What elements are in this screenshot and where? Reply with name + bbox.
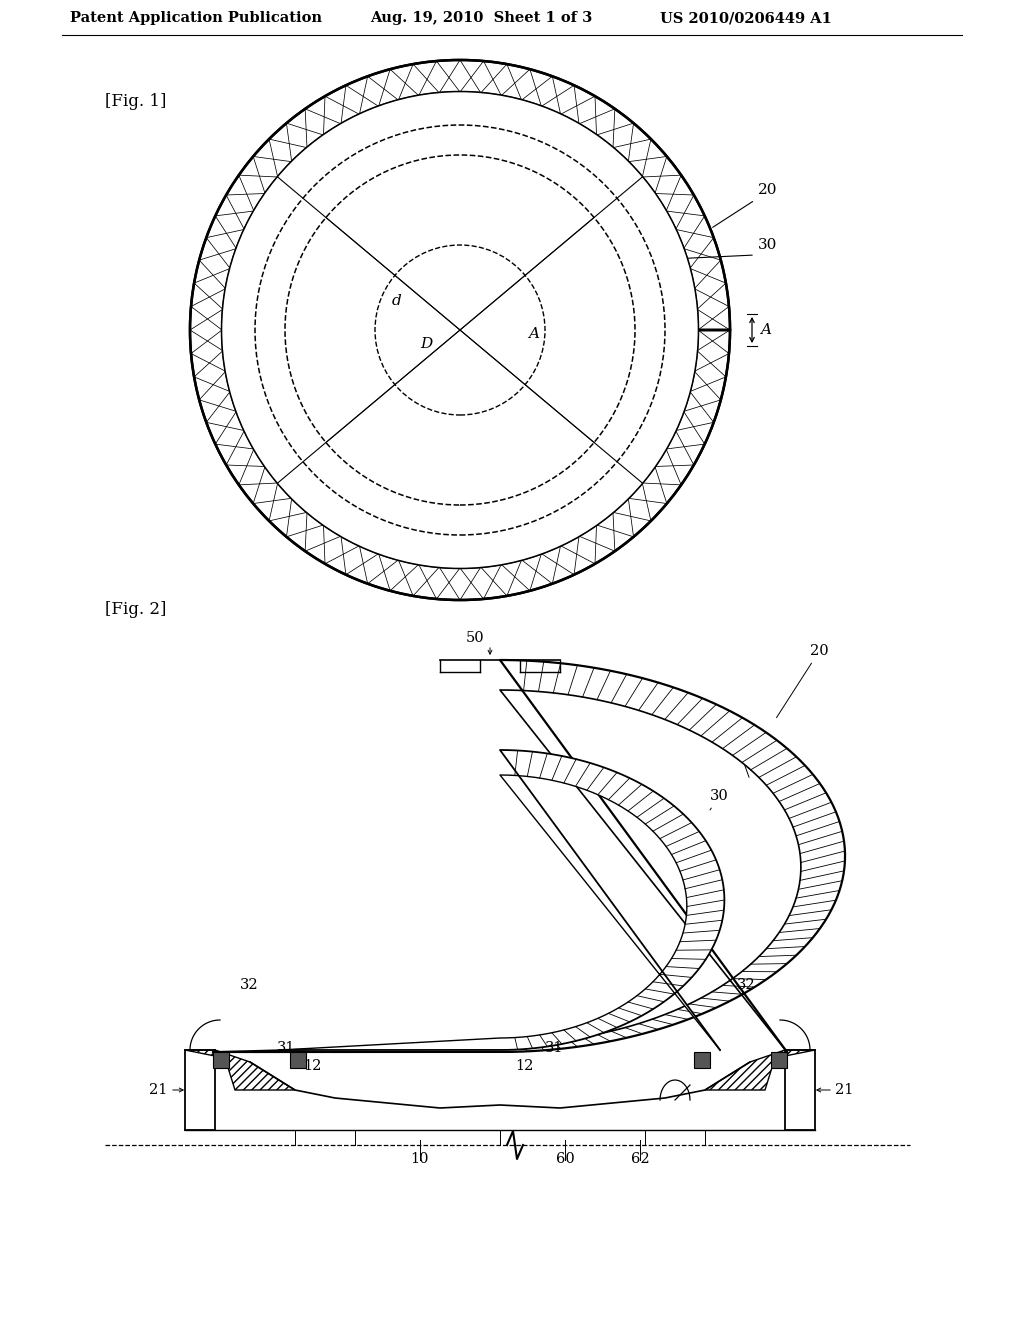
Text: 60: 60 [556, 1152, 574, 1166]
Circle shape [190, 59, 730, 601]
Text: 20: 20 [776, 644, 828, 718]
Text: A: A [760, 323, 771, 337]
Text: A: A [528, 327, 539, 341]
Polygon shape [185, 1049, 295, 1090]
Text: Aug. 19, 2010  Sheet 1 of 3: Aug. 19, 2010 Sheet 1 of 3 [370, 11, 592, 25]
Text: Patent Application Publication: Patent Application Publication [70, 11, 322, 25]
Text: 21: 21 [148, 1082, 167, 1097]
Text: US 2010/0206449 A1: US 2010/0206449 A1 [660, 11, 831, 25]
Text: 32: 32 [737, 978, 756, 993]
Text: 30: 30 [758, 238, 777, 252]
Text: [Fig. 2]: [Fig. 2] [105, 601, 166, 618]
Bar [694, 1052, 710, 1068]
Text: 50: 50 [466, 631, 484, 645]
Bar [771, 1052, 787, 1068]
Circle shape [223, 92, 697, 568]
Text: 20: 20 [758, 183, 777, 197]
Text: 12: 12 [303, 1059, 322, 1073]
Text: 40: 40 [725, 729, 750, 777]
Text: 62: 62 [631, 1152, 649, 1166]
Text: 31: 31 [545, 1041, 563, 1055]
Text: 31: 31 [278, 1041, 296, 1055]
Text: [Fig. 1]: [Fig. 1] [105, 92, 166, 110]
Text: D: D [420, 337, 432, 351]
Text: 21: 21 [835, 1082, 853, 1097]
Bar [290, 1052, 306, 1068]
Text: 30: 30 [710, 789, 729, 810]
Text: 12: 12 [515, 1059, 534, 1073]
Text: d: d [392, 294, 401, 308]
Bar [213, 1052, 229, 1068]
Polygon shape [213, 660, 845, 1052]
Text: 10: 10 [411, 1152, 429, 1166]
Text: 32: 32 [240, 978, 259, 993]
Polygon shape [280, 750, 724, 1049]
Polygon shape [190, 59, 730, 601]
Polygon shape [705, 1049, 815, 1090]
